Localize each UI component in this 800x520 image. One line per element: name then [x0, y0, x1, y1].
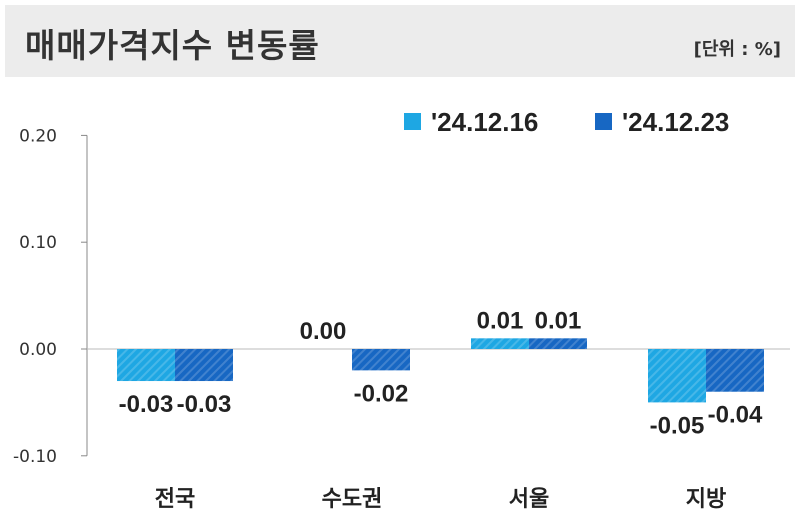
- chart-legend: '24.12.16 '24.12.23: [404, 107, 729, 137]
- unit-label: [단위 : %]: [693, 39, 781, 60]
- chart-axes: 0.20 0.10 0.00 -0.10 전국 수도권 서울 지방: [13, 126, 790, 512]
- bar-series1: [471, 338, 529, 349]
- data-label: -0.03: [119, 391, 174, 418]
- data-label: -0.04: [708, 402, 763, 429]
- data-label: -0.03: [177, 391, 232, 418]
- bar-series2: [352, 349, 410, 371]
- y-tick-label: 0.10: [19, 233, 57, 253]
- data-label: 0.00: [300, 318, 347, 345]
- y-tick-label: 0.20: [19, 126, 57, 146]
- legend-swatch: [404, 113, 421, 130]
- data-label: -0.02: [354, 380, 409, 407]
- chart-header: 매매가격지수 변동률 [단위 : %]: [5, 5, 795, 77]
- x-category-label: 전국: [155, 487, 195, 512]
- chart-bars: -0.03 0.00 0.01 -0.05 -0.03 -0.02 0.01 -0.04: [117, 307, 764, 439]
- bar-series1: [648, 349, 706, 403]
- legend-label: '24.12.16: [431, 107, 538, 137]
- y-tick-label: 0.00: [19, 340, 57, 360]
- legend-swatch: [595, 113, 612, 130]
- data-label: 0.01: [535, 307, 582, 334]
- x-category-label: 지방: [686, 487, 726, 512]
- data-label: -0.05: [650, 412, 705, 439]
- chart-title: 매매가격지수 변동률: [25, 26, 320, 65]
- bar-series1: [117, 349, 175, 382]
- data-label: 0.01: [477, 307, 524, 334]
- y-tick-label: -0.10: [13, 447, 57, 467]
- x-category-label: 서울: [509, 487, 549, 512]
- legend-label: '24.12.23: [622, 107, 729, 137]
- bar-series2: [706, 349, 764, 392]
- x-category-label: 수도권: [322, 487, 383, 512]
- bar-series2: [175, 349, 233, 382]
- bar-series2: [529, 338, 587, 349]
